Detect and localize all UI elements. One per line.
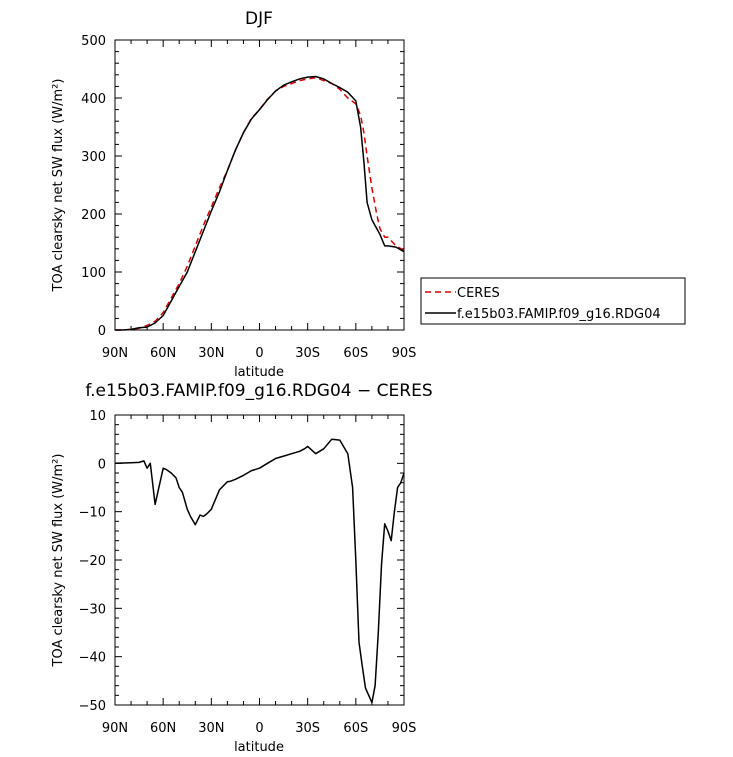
y-tick-label: −30 — [79, 602, 106, 617]
x-tick-label: 60N — [150, 346, 176, 361]
y-tick-label: 300 — [81, 150, 106, 165]
y-tick-label: 0 — [98, 324, 106, 339]
x-tick-label: 60S — [343, 721, 368, 736]
x-tick-label: 90N — [102, 721, 128, 736]
series-line-difference — [114, 438, 405, 704]
x-tick-label: 90N — [102, 346, 128, 361]
y-tick-label: 0 — [98, 457, 106, 472]
legend-label-model: f.e15b03.FAMIP.f09_g16.RDG04 — [457, 307, 661, 322]
x-tick-label: 60S — [343, 346, 368, 361]
x-tick-label: 30S — [295, 721, 320, 736]
legend: CERES f.e15b03.FAMIP.f09_g16.RDG04 — [420, 277, 686, 325]
x-tick-label: 30S — [295, 346, 320, 361]
y-tick-label: −20 — [79, 554, 106, 569]
y-tick-label: 100 — [81, 266, 106, 281]
x-tick-label: 30N — [198, 346, 224, 361]
top-y-axis-label: TOA clearsky net SW flux (W/m²) — [51, 79, 66, 293]
top-panel: DJF TOA clearsky net SW flux (W/m²) lati… — [51, 9, 416, 380]
bottom-y-axis-label: TOA clearsky net SW flux (W/m²) — [51, 454, 66, 668]
y-tick-label: 200 — [81, 208, 106, 223]
y-tick-label: −50 — [79, 699, 106, 714]
series-line-ceres — [115, 76, 405, 331]
x-tick-label: 90S — [392, 346, 417, 361]
x-tick-label: 30N — [198, 721, 224, 736]
top-chart-title: DJF — [245, 9, 273, 29]
bottom-panel: f.e15b03.FAMIP.f09_g16.RDG04 − CERES TOA… — [51, 381, 433, 755]
series-line-model — [115, 75, 405, 331]
x-tick-label: 90S — [392, 721, 417, 736]
x-tick-label: 0 — [255, 721, 263, 736]
plot-frame — [114, 414, 405, 706]
legend-label-ceres: CERES — [457, 286, 500, 301]
top-x-axis-label: latitude — [234, 365, 284, 380]
plot-frame — [114, 39, 405, 331]
y-tick-label: 500 — [81, 34, 106, 49]
legend-box — [420, 277, 686, 325]
bottom-chart-title: f.e15b03.FAMIP.f09_g16.RDG04 − CERES — [85, 381, 432, 401]
bottom-x-axis-label: latitude — [234, 740, 284, 755]
x-tick-label: 0 — [255, 346, 263, 361]
y-tick-label: 400 — [81, 92, 106, 107]
y-tick-label: −10 — [79, 506, 106, 521]
x-tick-label: 60N — [150, 721, 176, 736]
y-tick-label: −40 — [79, 651, 106, 666]
y-tick-label: 10 — [89, 409, 106, 424]
